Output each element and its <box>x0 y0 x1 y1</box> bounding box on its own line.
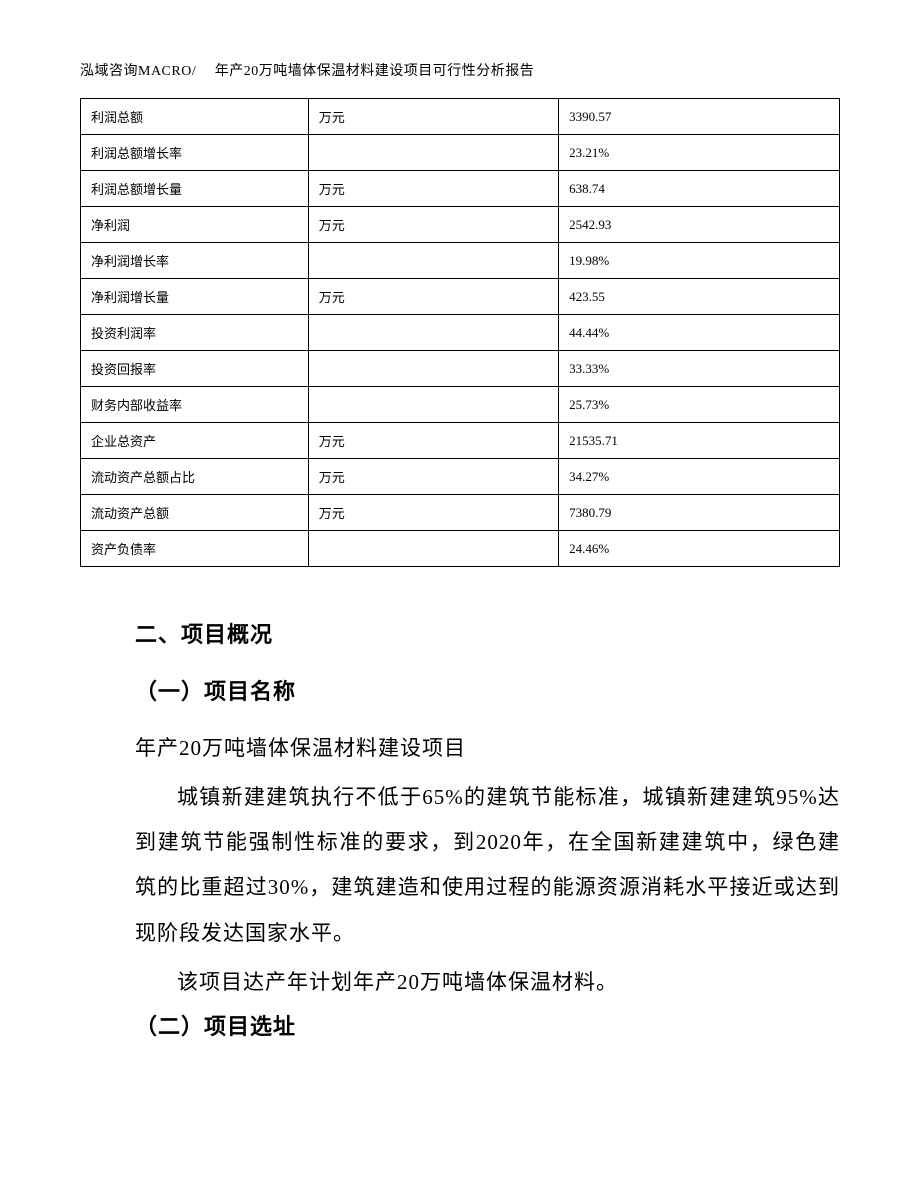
table-row: 流动资产总额万元7380.79 <box>81 495 840 531</box>
table-cell-value: 25.73% <box>559 387 840 423</box>
table-cell-value: 44.44% <box>559 315 840 351</box>
table-row: 利润总额增长量万元638.74 <box>81 171 840 207</box>
table-cell-unit <box>308 351 558 387</box>
table-cell-label: 利润总额增长量 <box>81 171 309 207</box>
table-cell-label: 企业总资产 <box>81 423 309 459</box>
table-cell-unit <box>308 387 558 423</box>
table-cell-label: 利润总额 <box>81 99 309 135</box>
table-cell-unit <box>308 531 558 567</box>
section-title: 二、项目概况 <box>135 617 840 649</box>
table-row: 流动资产总额占比万元34.27% <box>81 459 840 495</box>
table-cell-value: 423.55 <box>559 279 840 315</box>
table-cell-unit: 万元 <box>308 171 558 207</box>
table-cell-value: 638.74 <box>559 171 840 207</box>
table-cell-label: 净利润增长量 <box>81 279 309 315</box>
body-text-paragraph-1: 城镇新建建筑执行不低于65%的建筑节能标准，城镇新建建筑95%达到建筑节能强制性… <box>135 775 840 956</box>
document-content: 二、项目概况 （一）项目名称 年产20万吨墙体保温材料建设项目 城镇新建建筑执行… <box>80 617 840 1041</box>
table-row: 利润总额万元3390.57 <box>81 99 840 135</box>
table-cell-unit: 万元 <box>308 459 558 495</box>
subsection-title-1: （一）项目名称 <box>135 674 840 706</box>
page-header: 泓域咨询MACRO/ 年产20万吨墙体保温材料建设项目可行性分析报告 <box>80 60 840 80</box>
table-cell-unit: 万元 <box>308 279 558 315</box>
table-cell-unit: 万元 <box>308 495 558 531</box>
subsection-title-2: （二）项目选址 <box>135 1009 840 1041</box>
table-cell-label: 净利润增长率 <box>81 243 309 279</box>
table-cell-value: 23.21% <box>559 135 840 171</box>
table-cell-label: 净利润 <box>81 207 309 243</box>
table-row: 资产负债率 24.46% <box>81 531 840 567</box>
table-row: 投资回报率 33.33% <box>81 351 840 387</box>
body-text-project-name: 年产20万吨墙体保温材料建设项目 <box>135 726 840 771</box>
table-cell-label: 投资利润率 <box>81 315 309 351</box>
table-row: 净利润万元2542.93 <box>81 207 840 243</box>
table-cell-label: 流动资产总额占比 <box>81 459 309 495</box>
table-row: 净利润增长率 19.98% <box>81 243 840 279</box>
table-row: 净利润增长量万元423.55 <box>81 279 840 315</box>
table-row: 利润总额增长率 23.21% <box>81 135 840 171</box>
table-cell-label: 流动资产总额 <box>81 495 309 531</box>
table-cell-label: 财务内部收益率 <box>81 387 309 423</box>
document-page: 泓域咨询MACRO/ 年产20万吨墙体保温材料建设项目可行性分析报告 利润总额万… <box>0 0 920 1101</box>
table-cell-value: 2542.93 <box>559 207 840 243</box>
table-cell-label: 资产负债率 <box>81 531 309 567</box>
table-cell-value: 21535.71 <box>559 423 840 459</box>
table-cell-unit: 万元 <box>308 207 558 243</box>
financial-table: 利润总额万元3390.57利润总额增长率23.21%利润总额增长量万元638.7… <box>80 98 840 567</box>
table-row: 投资利润率 44.44% <box>81 315 840 351</box>
table-cell-value: 19.98% <box>559 243 840 279</box>
table-cell-unit <box>308 135 558 171</box>
body-text-line-2: 该项目达产年计划年产20万吨墙体保温材料。 <box>135 960 840 1005</box>
table-cell-label: 利润总额增长率 <box>81 135 309 171</box>
table-cell-value: 24.46% <box>559 531 840 567</box>
table-cell-value: 7380.79 <box>559 495 840 531</box>
table-cell-unit: 万元 <box>308 423 558 459</box>
table-cell-label: 投资回报率 <box>81 351 309 387</box>
table-cell-unit <box>308 243 558 279</box>
table-row: 企业总资产万元21535.71 <box>81 423 840 459</box>
table-cell-value: 33.33% <box>559 351 840 387</box>
table-cell-value: 3390.57 <box>559 99 840 135</box>
table-row: 财务内部收益率 25.73% <box>81 387 840 423</box>
table-cell-unit <box>308 315 558 351</box>
table-cell-unit: 万元 <box>308 99 558 135</box>
table-cell-value: 34.27% <box>559 459 840 495</box>
